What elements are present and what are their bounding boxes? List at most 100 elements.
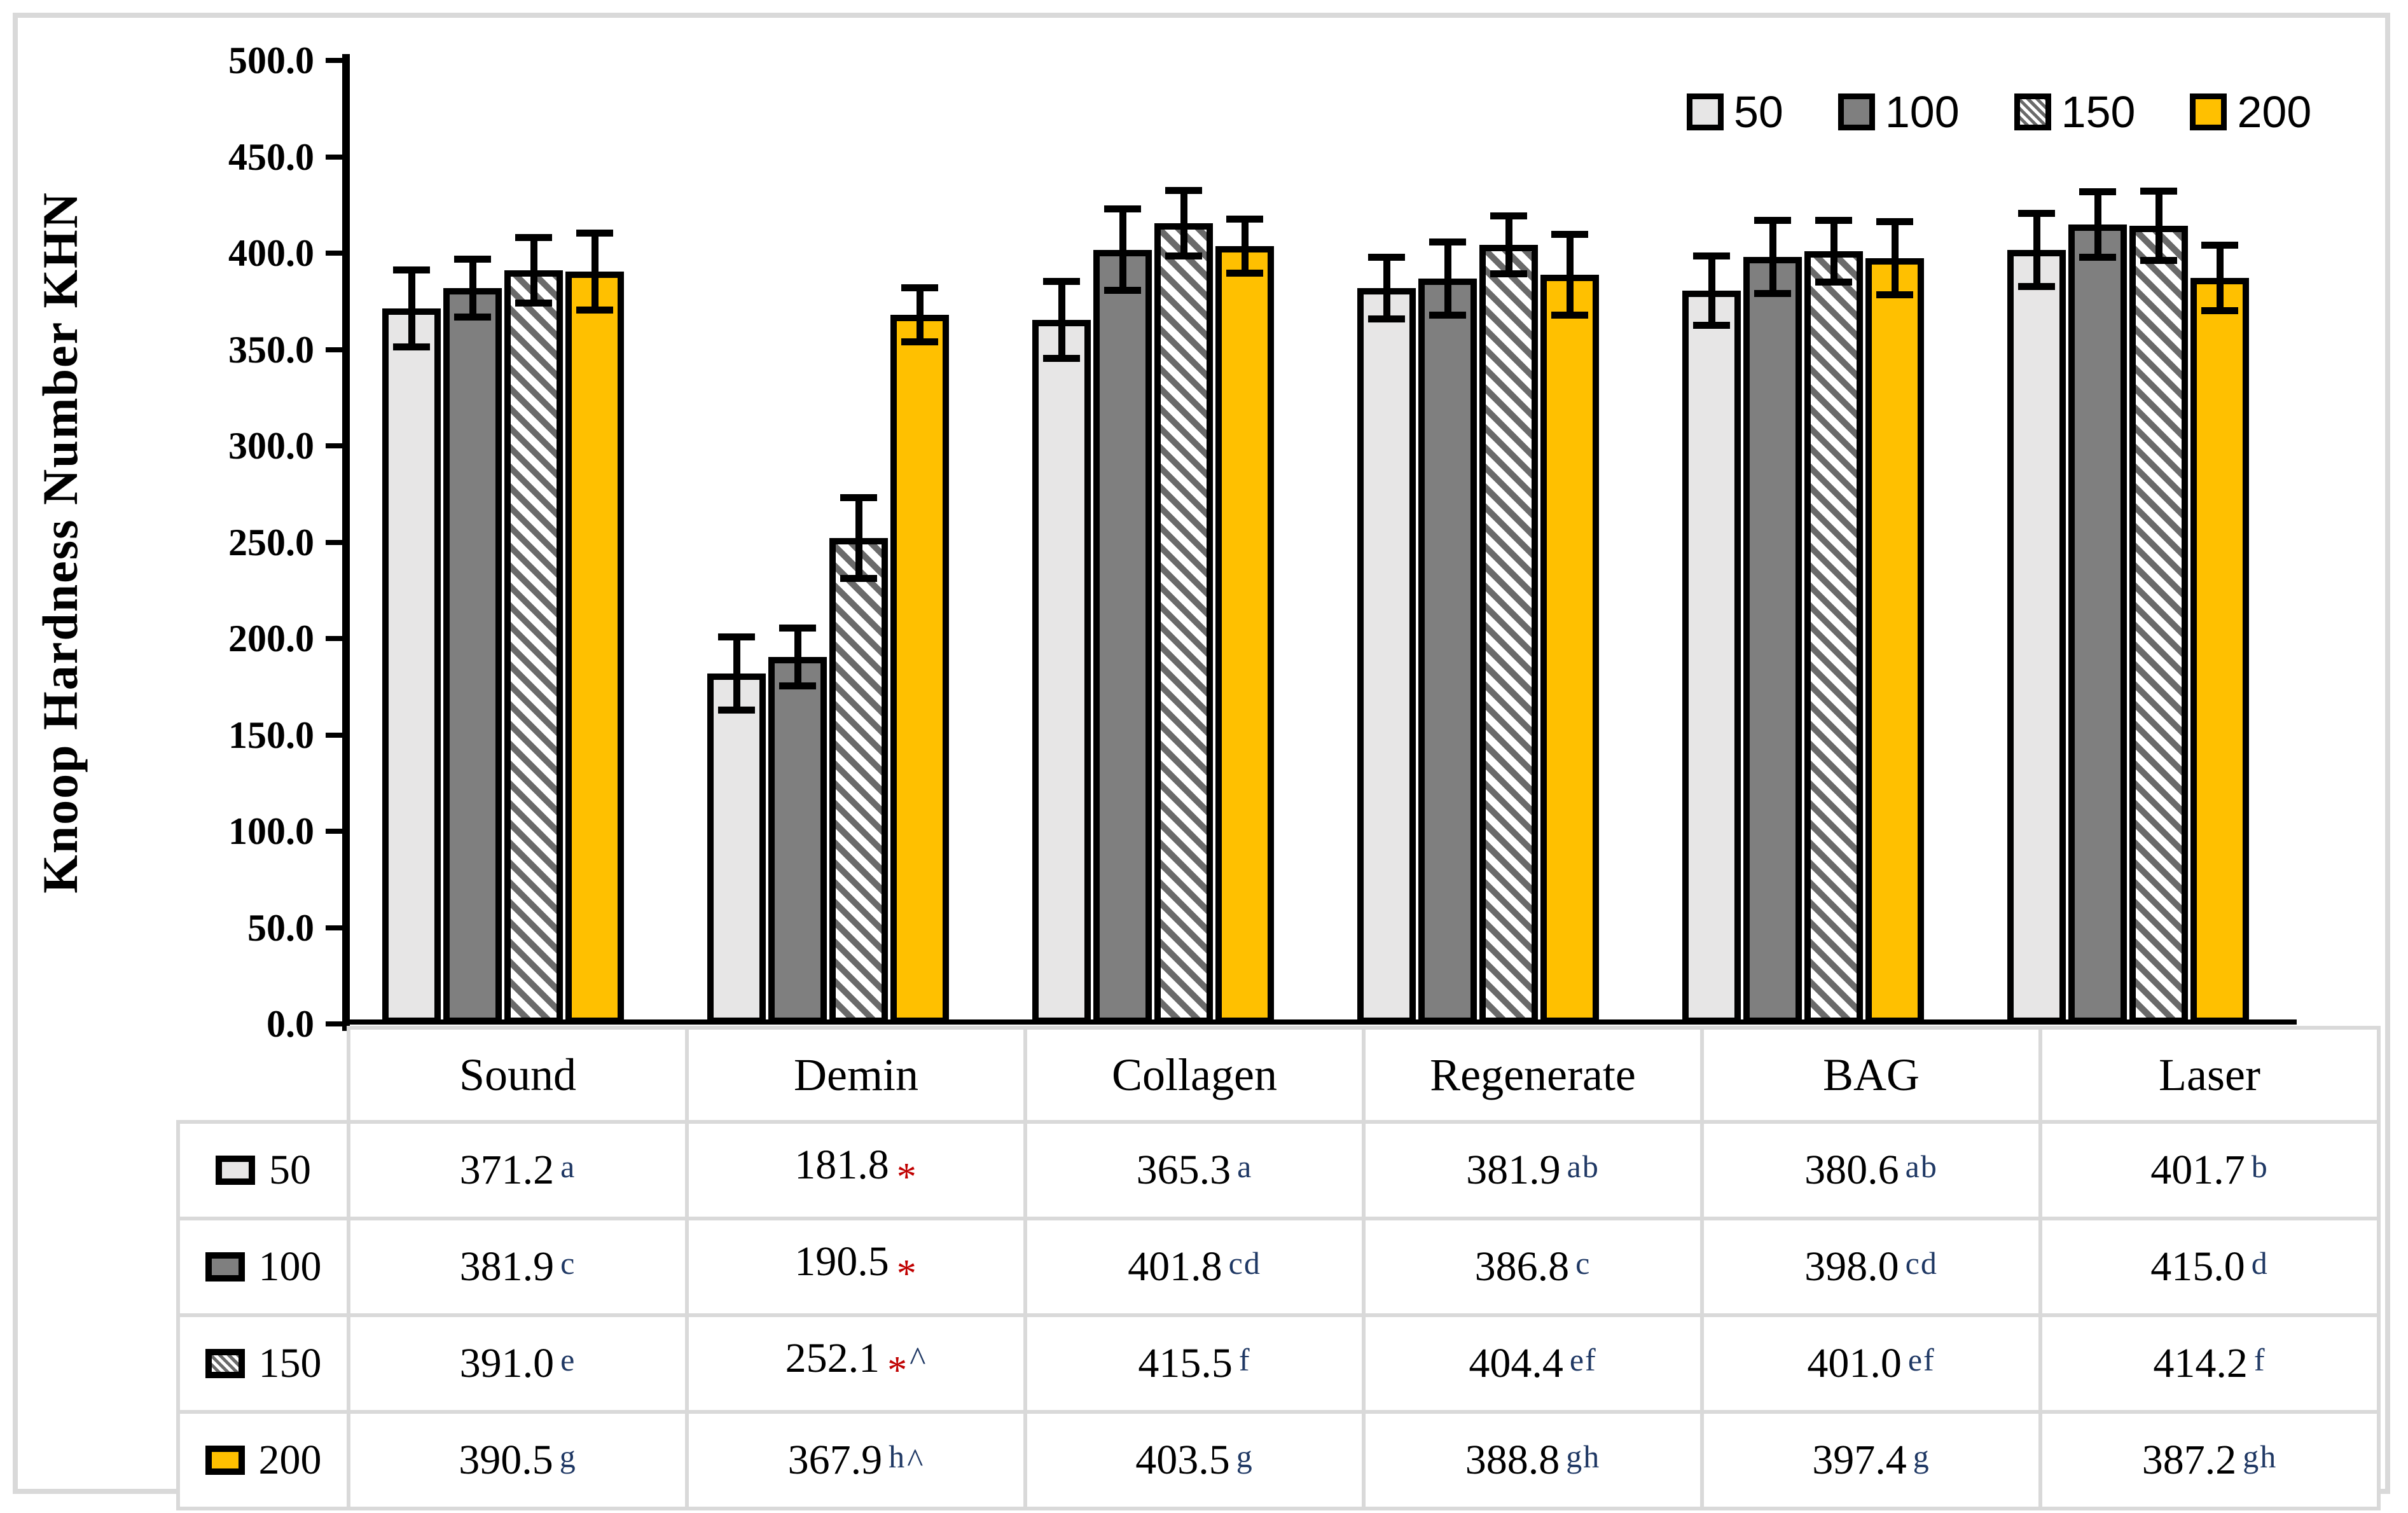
table-value-cell: 415.5 f	[1023, 1313, 1366, 1414]
error-bar-line	[1769, 220, 1776, 294]
table-row-100: 100 381.9 c 190.5 * 401.8 cd 386.8 c 398.0 cd 415.0…	[176, 1217, 2381, 1317]
error-bar-cap	[2140, 257, 2177, 264]
bar-bag-150	[1804, 251, 1863, 1024]
y-tick-label: 250.0	[228, 521, 314, 563]
significance-mark: b	[2251, 1149, 2269, 1184]
significance-mark: gh	[1566, 1439, 1601, 1474]
table-value-cell: 415.0 d	[2038, 1217, 2381, 1317]
bar-collagen-200	[1215, 246, 1274, 1024]
error-bar-line	[1505, 216, 1512, 274]
error-bar-cap	[1490, 212, 1527, 219]
significance-mark: ef	[1569, 1342, 1597, 1378]
error-bar-cap	[454, 313, 491, 321]
error-bar-line	[1891, 221, 1899, 295]
row-key-label: 200	[258, 1437, 322, 1483]
error-bar-cap	[840, 575, 877, 583]
y-tick-label: 350.0	[228, 328, 314, 371]
table-row-50: 50 371.2 a 181.8 * 365.3 a 381.9 ab 380.6 ab 401.7 b	[176, 1120, 2381, 1220]
cell-value: 387.2	[2142, 1437, 2237, 1483]
error-bar-cap	[1429, 238, 1466, 245]
error-bar-line	[1119, 209, 1126, 291]
y-tick-label: 200.0	[228, 618, 314, 660]
y-tick-label: 400.0	[228, 232, 314, 274]
error-bar-line	[530, 237, 537, 303]
table-corner-cell	[178, 1028, 350, 1124]
error-bar-cap	[718, 707, 755, 714]
cell-value: 401.8	[1128, 1243, 1222, 1290]
y-axis-tick	[326, 636, 350, 641]
error-bar-cap	[2018, 282, 2055, 290]
bar-bag-200	[1865, 258, 1924, 1024]
error-bar-line	[1444, 242, 1451, 315]
significance-mark: ef	[1907, 1342, 1935, 1378]
column-header-collagen: Collagen	[1023, 1026, 1366, 1124]
data-table: Sound Demin Collagen Regenerate BAG Laser 50 37…	[176, 1026, 2381, 1510]
legend-swatch-icon	[1687, 93, 1724, 130]
significance-mark: gh	[2243, 1439, 2278, 1474]
y-axis-tick	[326, 732, 350, 738]
cell-value: 367.9	[787, 1437, 883, 1483]
significance-mark: cd	[1905, 1245, 1938, 1281]
legend-label: 100	[1885, 87, 1960, 137]
cell-value: 401.7	[2150, 1147, 2245, 1193]
error-bar-cap	[576, 229, 613, 237]
legend-item-150: 150	[2014, 86, 2136, 137]
cell-value: 252.1	[785, 1334, 880, 1381]
error-bar-line	[408, 270, 415, 347]
significance-mark: g	[1236, 1439, 1254, 1474]
y-axis-tick	[326, 154, 350, 160]
error-bar-line	[794, 628, 801, 686]
column-header-laser: Laser	[2038, 1026, 2381, 1124]
bar-laser-200	[2190, 277, 2249, 1024]
table-value-cell: 190.5 *	[685, 1217, 1027, 1317]
error-bar-cap	[515, 300, 552, 307]
significance-mark: c	[1575, 1245, 1591, 1281]
error-bar-cap	[1693, 321, 1730, 329]
row-key-label: 150	[258, 1340, 322, 1386]
table-value-cell: 390.5 g	[347, 1410, 689, 1510]
x-axis-baseline	[342, 1019, 2297, 1025]
error-bar-cap	[1429, 312, 1466, 319]
bar-regenerate-50	[1357, 287, 1416, 1024]
significance-mark: a	[560, 1149, 576, 1184]
error-bar-cap	[1876, 291, 1913, 298]
error-bar-cap	[1754, 290, 1791, 298]
error-bar-cap	[840, 494, 877, 501]
cell-value: 381.9	[1466, 1147, 1561, 1193]
y-tick-label: 450.0	[228, 135, 314, 178]
table-row-200: 200 390.5 g 367.9 h^ 403.5 g 388.8 gh 397.4 g 387.2…	[176, 1410, 2381, 1510]
bar-laser-100	[2068, 224, 2127, 1024]
error-bar-line	[469, 259, 476, 317]
error-bar-cap	[1165, 252, 1202, 260]
table-value-cell: 381.9 c	[347, 1217, 689, 1317]
table-value-cell: 398.0 cd	[1700, 1217, 2042, 1317]
plot-area	[347, 60, 2297, 1024]
y-tick-label: 500.0	[228, 39, 314, 81]
y-axis-title: Knoop Hardness Number KHN	[19, 60, 102, 1024]
significance-mark: *	[887, 1348, 909, 1392]
error-bar-cap	[2018, 209, 2055, 217]
legend-item-100: 100	[1837, 86, 1960, 137]
table-value-cell: 401.7 b	[2038, 1120, 2381, 1220]
bar-sound-150	[504, 270, 563, 1024]
table-value-cell: 367.9 h^	[685, 1410, 1027, 1510]
row-key-label: 100	[258, 1243, 322, 1290]
significance-mark: e	[560, 1342, 576, 1378]
error-bar-cap	[1815, 278, 1852, 286]
row-key-cell: 100	[176, 1217, 350, 1317]
cell-value: 414.2	[2153, 1340, 2248, 1386]
legend-label: 50	[1734, 87, 1783, 137]
error-bar-cap	[1043, 278, 1080, 286]
y-axis-tick	[326, 251, 350, 256]
row-key-cell: 50	[176, 1120, 350, 1220]
cell-value: 404.4	[1469, 1340, 1563, 1386]
error-bar-line	[2094, 191, 2101, 258]
y-tick-label: 150.0	[228, 714, 314, 756]
bar-demin-50	[707, 674, 766, 1024]
legend-label: 150	[2061, 87, 2136, 137]
error-bar-cap	[576, 306, 613, 314]
bar-demin-200	[890, 315, 949, 1024]
error-bar-cap	[2079, 253, 2116, 261]
table-header-row: Sound Demin Collagen Regenerate BAG Laser	[178, 1026, 2381, 1124]
bar-demin-100	[768, 656, 827, 1024]
